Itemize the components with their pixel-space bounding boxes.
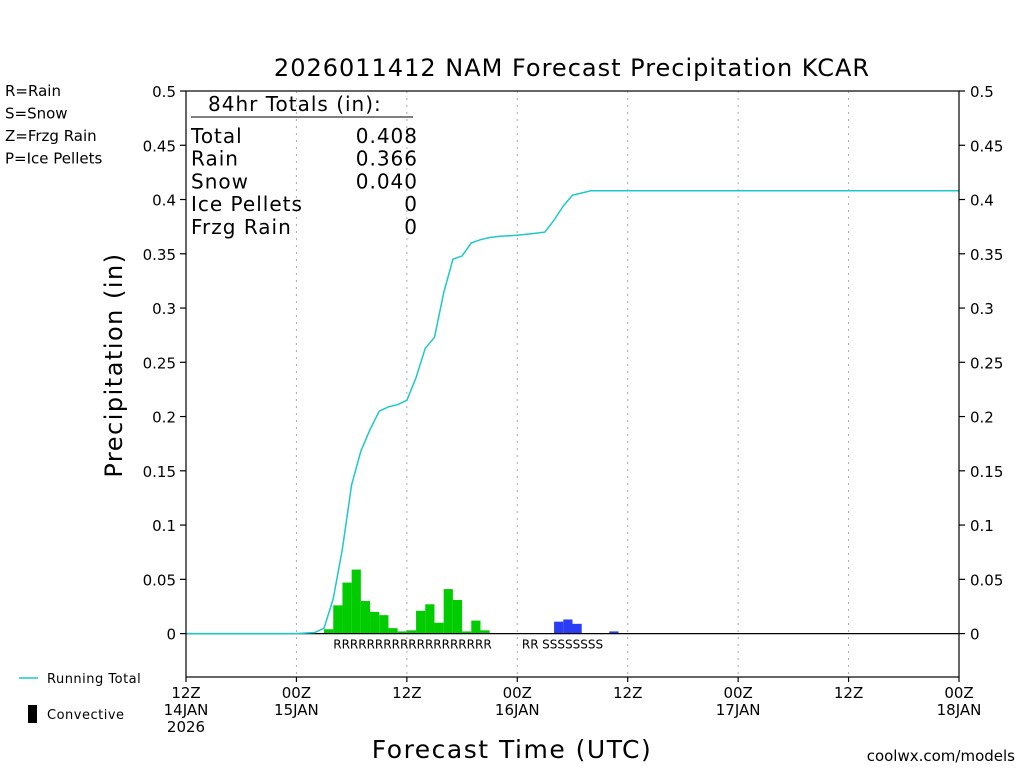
totals-row-value: 0.040 bbox=[356, 169, 418, 193]
x-tick-label: 18JAN bbox=[937, 701, 982, 719]
legend-label: Convective bbox=[47, 708, 125, 723]
precip-bar bbox=[425, 604, 435, 634]
y-axis-title: Precipitation (in) bbox=[100, 252, 128, 477]
precip-bar bbox=[609, 631, 619, 634]
totals-row-label: Total bbox=[190, 124, 243, 148]
precip-bar bbox=[434, 622, 444, 634]
x-tick-label: 00Z bbox=[723, 684, 752, 702]
y-tick-label-right: 0.35 bbox=[970, 246, 1003, 264]
x-tick-label: 15JAN bbox=[274, 701, 319, 719]
precip-bar bbox=[342, 582, 352, 634]
y-tick-label-right: 0.15 bbox=[970, 463, 1003, 481]
y-tick-label-left: 0.2 bbox=[152, 409, 176, 427]
y-tick-label-left: 0.35 bbox=[143, 246, 176, 264]
x-tick-label: 14JAN bbox=[164, 701, 209, 719]
y-tick-label-left: 0.45 bbox=[143, 137, 176, 155]
y-tick-label-left: 0.15 bbox=[143, 463, 176, 481]
precip-type-label: RR bbox=[522, 638, 539, 652]
y-tick-label-left: 0.05 bbox=[143, 571, 176, 589]
legend-label: Running Total bbox=[47, 672, 141, 687]
y-tick-label-left: 0.4 bbox=[152, 192, 176, 210]
series-legend: Running Total Convective bbox=[19, 672, 141, 723]
x-tick-label: 00Z bbox=[944, 684, 973, 702]
running-total-line bbox=[186, 190, 959, 635]
totals-row-label: Frzg Rain bbox=[191, 215, 292, 239]
precip-type-labels: RRRRRRRRRRRRRRRRRRR RR SSSSSSSS bbox=[333, 638, 603, 652]
legend-item: S=Snow bbox=[5, 105, 68, 123]
precip-bar bbox=[379, 615, 389, 634]
x-tick-label: 16JAN bbox=[495, 701, 540, 719]
precip-bars bbox=[324, 569, 619, 634]
precip-bar bbox=[416, 610, 426, 634]
x-tick-label: 12Z bbox=[834, 684, 863, 702]
precip-bar bbox=[397, 631, 407, 634]
x-tick-label: 00Z bbox=[503, 684, 532, 702]
totals-box: 84hr Totals (in): Total 0.408 Rain 0.366 Snow… bbox=[190, 92, 418, 239]
legend-item: R=Rain bbox=[5, 82, 61, 100]
y-tick-label-left: 0.5 bbox=[152, 83, 176, 101]
precip-bar bbox=[462, 631, 472, 634]
legend-bar-swatch bbox=[28, 705, 37, 723]
y-tick-label-left: 0.1 bbox=[152, 517, 176, 535]
precip-bar bbox=[443, 589, 453, 634]
precip-bar bbox=[480, 630, 490, 634]
x-tick-label: 00Z bbox=[282, 684, 311, 702]
y-tick-label-right: 0 bbox=[970, 626, 980, 644]
x-tick-label: 12Z bbox=[171, 684, 200, 702]
totals-row-label: Rain bbox=[191, 147, 239, 171]
y-tick-label-left: 0 bbox=[166, 626, 176, 644]
y-tick-label-right: 0.45 bbox=[970, 137, 1003, 155]
totals-row-label: Ice Pellets bbox=[191, 192, 303, 216]
running-total-series bbox=[186, 190, 959, 635]
totals-row-label: Snow bbox=[191, 169, 249, 193]
precip-bar bbox=[324, 629, 334, 634]
y-axis: 0 00.05 0.050.1 0.10.15 0.150.2 0.20.25 0.250.… bbox=[143, 83, 1004, 644]
y-tick-label-left: 0.25 bbox=[143, 354, 176, 372]
x-tick-label: 12Z bbox=[613, 684, 642, 702]
y-tick-label-right: 0.1 bbox=[970, 517, 994, 535]
x-tick-label: 12Z bbox=[392, 684, 421, 702]
totals-row-value: 0 bbox=[404, 192, 418, 216]
precip-bar bbox=[572, 623, 582, 634]
legend-item: Z=Frzg Rain bbox=[5, 127, 97, 145]
y-tick-label-right: 0.5 bbox=[970, 83, 994, 101]
y-tick-label-right: 0.25 bbox=[970, 354, 1003, 372]
plot-frame bbox=[185, 90, 960, 678]
precip-type-legend: R=Rain S=Snow Z=Frzg Rain P=Ice Pellets bbox=[5, 82, 102, 168]
totals-row-value: 0.408 bbox=[356, 124, 418, 148]
precip-bar bbox=[351, 569, 361, 634]
y-tick-label-left: 0.3 bbox=[152, 300, 176, 318]
precip-bar bbox=[360, 601, 371, 634]
precip-bar bbox=[563, 619, 573, 634]
y-tick-label-right: 0.2 bbox=[970, 409, 994, 427]
totals-heading: 84hr Totals (in): bbox=[208, 92, 382, 116]
totals-row-value: 0.366 bbox=[356, 147, 418, 171]
x-axis-title: Forecast Time (UTC) bbox=[372, 735, 652, 764]
precip-bar bbox=[388, 628, 398, 634]
y-tick-label-right: 0.3 bbox=[970, 300, 994, 318]
precip-bar bbox=[333, 605, 343, 634]
precip-bar bbox=[370, 611, 380, 634]
precip-bar bbox=[471, 620, 481, 634]
precip-bar bbox=[452, 599, 463, 634]
x-tick-label: 2026 bbox=[167, 718, 205, 736]
y-tick-label-right: 0.4 bbox=[970, 192, 994, 210]
credit-text: coolwx.com/models bbox=[867, 747, 1015, 765]
totals-row-value: 0 bbox=[404, 215, 418, 239]
y-tick-label-right: 0.05 bbox=[970, 571, 1003, 589]
chart-title: 2026011412 NAM Forecast Precipitation KC… bbox=[274, 54, 870, 82]
x-tick-label: 17JAN bbox=[716, 701, 761, 719]
precip-bar bbox=[554, 621, 564, 634]
precip-type-label: RRRRRRRRRRRRRRRRRRR bbox=[333, 638, 491, 652]
legend-item: P=Ice Pellets bbox=[5, 150, 102, 168]
precip-type-label: SSSSSSSS bbox=[542, 638, 603, 652]
precip-bar bbox=[406, 630, 417, 634]
